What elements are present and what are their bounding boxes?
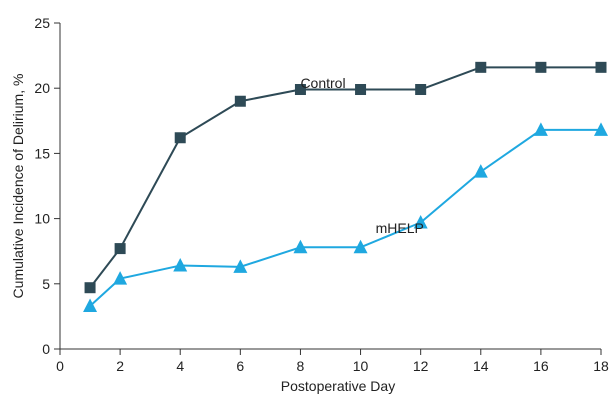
x-axis-title: Postoperative Day [281, 378, 395, 394]
point-mhelp [594, 122, 608, 136]
x-tick-label: 8 [297, 358, 305, 374]
x-tick-label: 18 [593, 358, 609, 374]
point-mhelp [173, 258, 188, 272]
point-control [535, 61, 547, 73]
y-tick-label: 20 [34, 80, 50, 96]
y-tick-label: 5 [42, 276, 50, 292]
x-tick-label: 14 [473, 358, 489, 374]
point-mhelp [353, 239, 368, 254]
point-mhelp [293, 239, 308, 254]
y-axis-title: Cumulative Incidence of Delirium, % [10, 74, 26, 299]
series-mhelp: mHELP [83, 122, 608, 312]
y-tick-label: 15 [34, 145, 50, 161]
series-label-mhelp: mHELP [376, 220, 424, 236]
axes: 0 5 10 15 20 25 0 2 4 6 8 10 12 14 16 18 [34, 15, 609, 374]
y-tick-label: 10 [34, 211, 50, 227]
point-mhelp [533, 122, 548, 136]
x-tick-label: 16 [533, 358, 549, 374]
point-control [294, 84, 306, 96]
point-mhelp [233, 259, 248, 273]
x-tick-label: 10 [353, 358, 369, 374]
point-control [595, 61, 607, 73]
y-tick-label: 0 [42, 341, 50, 357]
series-line-mhelp [89, 128, 601, 307]
series-label-control: Control [300, 75, 345, 91]
y-tick-label: 25 [34, 15, 50, 31]
point-mhelp [83, 298, 98, 312]
x-tick-label: 4 [176, 358, 184, 374]
point-control [234, 95, 246, 107]
series-layer: Control mHELP [83, 61, 608, 312]
point-control [415, 84, 427, 96]
x-tick-label: 2 [116, 358, 124, 374]
x-tick-label: 12 [413, 358, 429, 374]
point-control [84, 282, 96, 294]
point-mhelp [113, 271, 128, 285]
series-line-control [89, 66, 601, 289]
point-mhelp [473, 164, 488, 178]
point-control [475, 61, 487, 73]
point-mhelp [413, 215, 428, 229]
x-tick-label: 0 [56, 358, 64, 374]
series-control: Control [84, 61, 607, 294]
x-tick-label: 6 [236, 358, 244, 374]
point-control [355, 84, 367, 96]
point-control [174, 132, 186, 144]
point-control [114, 243, 126, 255]
